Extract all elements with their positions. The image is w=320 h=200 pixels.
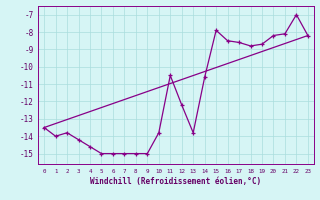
X-axis label: Windchill (Refroidissement éolien,°C): Windchill (Refroidissement éolien,°C) (91, 177, 261, 186)
